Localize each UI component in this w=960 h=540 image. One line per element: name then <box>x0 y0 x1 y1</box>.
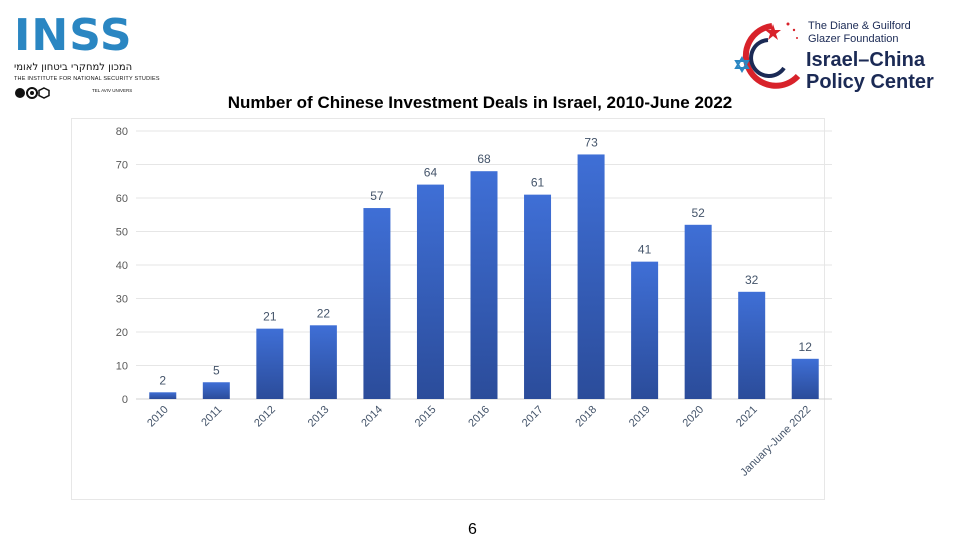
x-tick-label: 2013 <box>306 404 332 430</box>
bar <box>631 261 659 399</box>
x-tick-label: 2012 <box>252 404 278 430</box>
data-label: 22 <box>317 306 331 320</box>
bar <box>791 358 819 399</box>
bar <box>470 171 498 399</box>
inss-partner-icons: TEL AVIV UNIVERS <box>15 87 132 99</box>
glazer-logo-line1: The Diane & Guilford <box>808 20 911 32</box>
data-label: 5 <box>213 363 220 377</box>
glazer-logo-line3: Israel–China <box>806 49 925 71</box>
bar <box>256 328 284 399</box>
inss-logo: INSS המכון למחקרי ביטחון לאומי THE INSTI… <box>14 10 160 100</box>
glazer-emblem-icon <box>734 22 801 89</box>
inss-tel-aviv-label: TEL AVIV UNIVERS <box>92 88 132 93</box>
x-tick-label: 2015 <box>413 404 439 430</box>
bar <box>149 392 177 399</box>
bar <box>309 325 337 399</box>
data-label: 73 <box>584 135 598 149</box>
x-tick-label: 2011 <box>199 404 224 429</box>
y-tick-label: 80 <box>116 126 128 138</box>
data-label: 61 <box>531 176 545 190</box>
data-label: 52 <box>691 206 705 220</box>
x-tick-label: 2016 <box>466 404 492 430</box>
x-tick-label: 2017 <box>520 404 546 430</box>
y-tick-label: 20 <box>116 327 128 339</box>
x-tick-label: 2014 <box>359 404 385 430</box>
glazer-logo-line4: Policy Center <box>806 71 934 93</box>
data-label: 21 <box>263 310 277 324</box>
bar <box>738 291 766 399</box>
data-label: 2 <box>159 373 166 387</box>
bar <box>416 184 444 399</box>
inss-logo-hebrew: המכון למחקרי ביטחון לאומי <box>14 62 133 73</box>
data-label: 57 <box>370 189 384 203</box>
chart-title: Number of Chinese Investment Deals in Is… <box>227 93 733 112</box>
glazer-logo: The Diane & Guilford Glazer Foundation I… <box>728 18 956 93</box>
y-tick-label: 30 <box>116 294 128 306</box>
glazer-logo-line2: Glazer Foundation <box>808 33 899 45</box>
y-tick-label: 60 <box>116 193 128 205</box>
data-label: 41 <box>638 243 652 257</box>
inss-logo-wordmark: INSS <box>14 10 133 61</box>
chart-frame <box>71 118 825 500</box>
bar <box>524 194 552 399</box>
bar <box>202 382 230 399</box>
x-tick-label: 2010 <box>145 404 171 430</box>
page-number: 6 <box>468 521 477 538</box>
y-tick-label: 50 <box>116 227 128 239</box>
data-label: 68 <box>477 152 491 166</box>
data-label: 64 <box>424 166 438 180</box>
x-tick-label: 2020 <box>680 404 706 430</box>
y-tick-label: 70 <box>116 160 128 172</box>
data-label: 32 <box>745 273 759 287</box>
y-tick-label: 0 <box>122 394 128 406</box>
inss-logo-english: THE INSTITUTE FOR NATIONAL SECURITY STUD… <box>14 76 160 82</box>
y-tick-label: 40 <box>116 260 128 272</box>
bar <box>363 208 391 399</box>
x-tick-label: 2019 <box>627 404 653 430</box>
y-tick-label: 10 <box>116 361 128 373</box>
x-tick-label: 2018 <box>573 404 599 430</box>
x-tick-label: 2021 <box>734 404 760 430</box>
bar <box>684 224 712 399</box>
bar <box>577 154 605 399</box>
data-label: 12 <box>799 340 813 354</box>
